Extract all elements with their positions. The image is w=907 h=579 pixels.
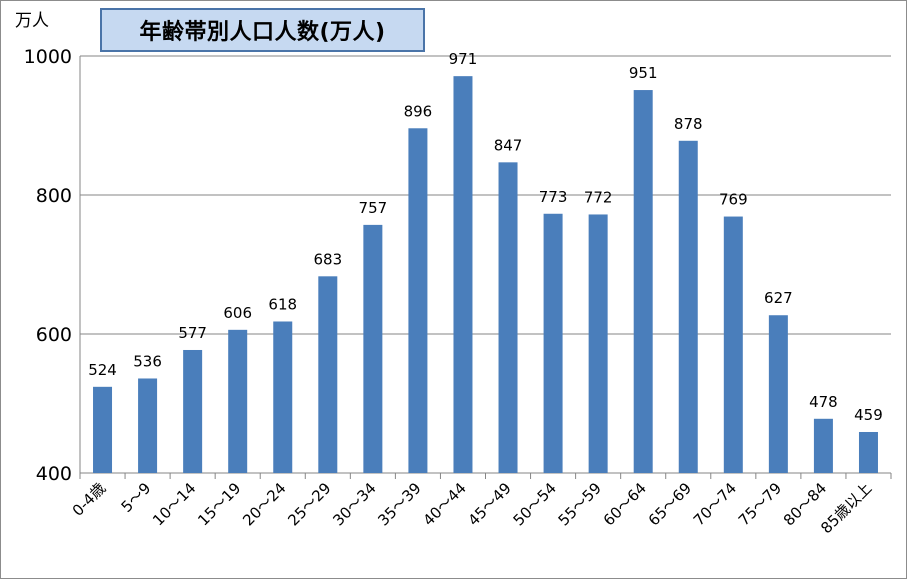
data-label: 536 [133,352,162,370]
bar [678,140,698,474]
x-tick-label: 20～24 [239,479,289,529]
y-axis-unit-label: 万人 [15,11,49,31]
data-label: 971 [449,50,478,68]
bar [318,276,338,473]
x-tick-label: 55～59 [555,479,605,529]
bar [813,418,833,473]
x-tick-label: 40～44 [419,479,469,529]
y-tick-label: 400 [36,463,72,485]
x-tick-label: 15～19 [194,479,244,529]
data-label: 577 [178,324,207,342]
x-tick-label: 10～14 [149,479,199,529]
y-tick-label: 1000 [24,46,72,68]
data-label: 524 [88,361,117,379]
data-label: 618 [268,295,297,313]
data-label: 478 [809,393,838,411]
x-tick-label: 0-4歳 [69,479,110,520]
bar [543,213,563,473]
x-tick-label: 75～79 [735,479,785,529]
y-tick-label: 600 [36,324,72,346]
bar [723,216,743,474]
data-label: 847 [494,136,523,154]
chart-title-box: 年齢帯別人口人数(万人) [100,8,425,52]
bar [228,329,248,473]
x-tick-label: 60～64 [600,479,650,529]
data-label: 896 [404,102,433,120]
x-tick-label: 30～34 [329,479,379,529]
x-tick-label: 35～39 [374,479,424,529]
bar [498,162,518,473]
x-tick-label: 65～69 [645,479,695,529]
data-label: 757 [359,199,388,217]
bar [588,214,608,473]
data-label: 683 [313,250,342,268]
x-tick-label: 45～49 [465,479,515,529]
data-label: 951 [629,64,658,82]
data-label: 772 [584,188,613,206]
bar [183,349,203,473]
data-label: 459 [854,406,883,424]
bar [363,224,383,473]
data-label: 606 [223,304,252,322]
x-tick-label: 25～29 [284,479,334,529]
bar [93,386,113,473]
x-tick-label: 5～9 [118,479,155,516]
bar [633,90,653,474]
bar [768,315,788,473]
bar [408,128,428,473]
bar [273,321,293,473]
y-tick-label: 800 [36,185,72,207]
data-label: 878 [674,115,703,133]
chart-title: 年齢帯別人口人数(万人) [139,20,386,45]
bar [138,378,158,473]
data-label: 627 [764,289,793,307]
x-tick-label: 70～74 [690,479,740,529]
bar [858,431,878,473]
bar [453,76,473,473]
x-tick-label: 50～54 [510,479,560,529]
data-label: 773 [539,188,568,206]
data-label: 769 [719,191,748,209]
